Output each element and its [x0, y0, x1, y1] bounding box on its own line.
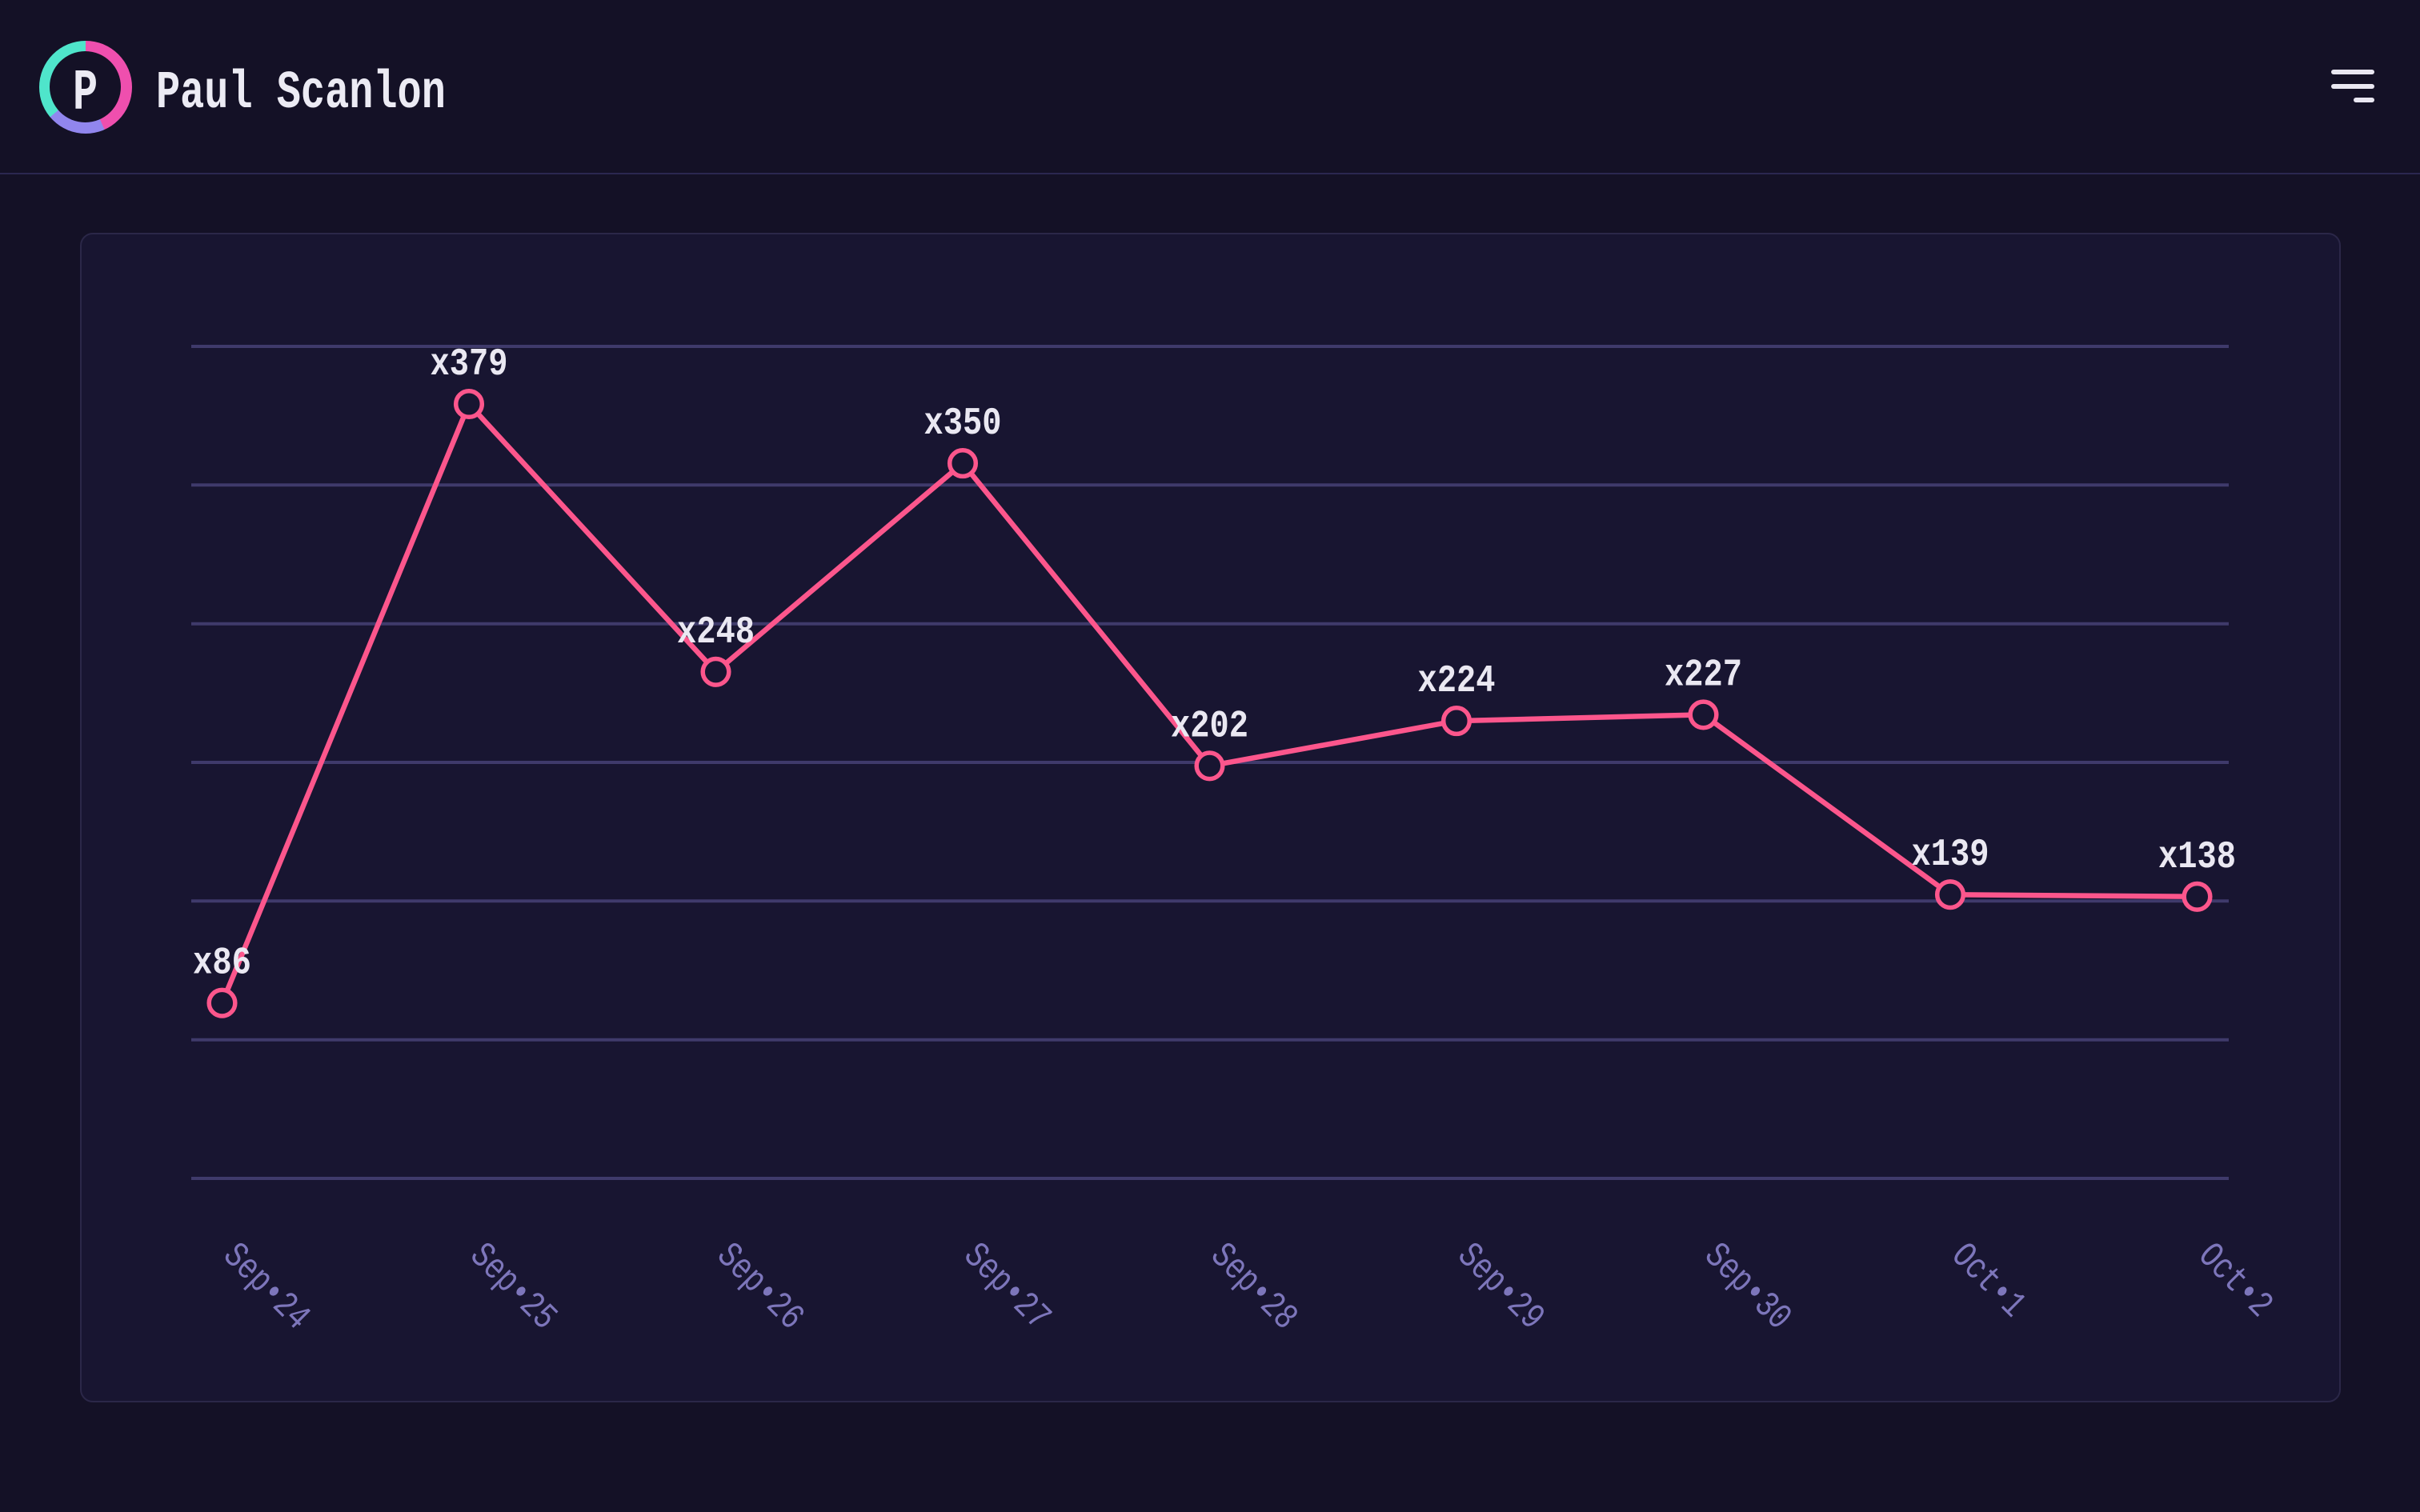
svg-text:Sep•30: Sep•30 [1696, 1235, 1799, 1338]
svg-text:x202: x202 [1171, 705, 1248, 748]
svg-text:Sep•24: Sep•24 [214, 1235, 318, 1338]
svg-text:x248: x248 [677, 611, 755, 654]
svg-text:x139: x139 [1912, 834, 1989, 877]
svg-text:Oct•1: Oct•1 [1942, 1235, 2033, 1326]
svg-text:x379: x379 [431, 343, 508, 386]
svg-text:Sep•27: Sep•27 [955, 1235, 1058, 1338]
svg-text:Oct•2: Oct•2 [2190, 1235, 2281, 1326]
svg-text:Sep•28: Sep•28 [1202, 1235, 1305, 1338]
svg-text:Sep•25: Sep•25 [461, 1235, 564, 1338]
svg-text:x224: x224 [1418, 660, 1496, 703]
svg-text:x86: x86 [193, 942, 251, 986]
svg-text:Sep•29: Sep•29 [1448, 1235, 1552, 1338]
svg-text:x350: x350 [924, 402, 1002, 446]
svg-text:x138: x138 [2158, 836, 2236, 879]
svg-text:x227: x227 [1665, 654, 1742, 697]
svg-text:Sep•26: Sep•26 [708, 1235, 811, 1338]
